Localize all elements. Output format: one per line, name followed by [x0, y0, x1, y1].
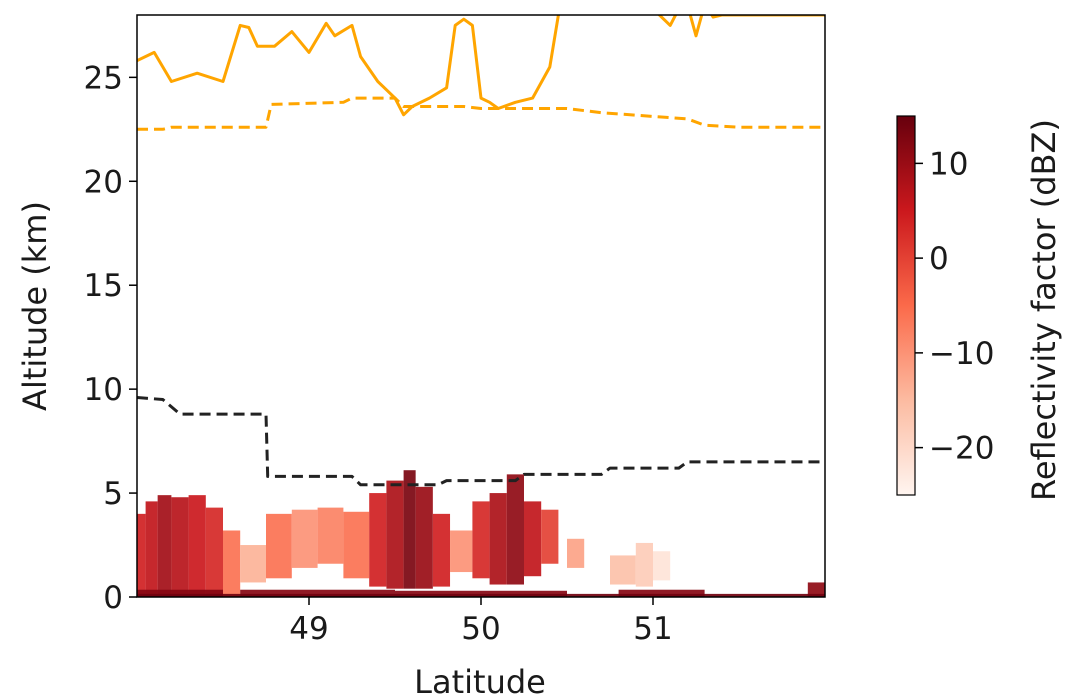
reflectivity-cell	[807, 582, 825, 597]
y-tick-label: 5	[103, 476, 123, 512]
reflectivity-cell	[137, 593, 825, 597]
reflectivity-cell	[450, 530, 473, 573]
reflectivity-cell	[137, 589, 223, 597]
reflectivity-cell	[205, 507, 223, 597]
colorbar-title: Reflectivity factor (dBZ)	[1025, 119, 1063, 501]
reflectivity-cell	[541, 509, 559, 564]
y-axis: 0 5 10 15 20 25	[84, 60, 137, 616]
colorbar-tick-label: 10	[929, 146, 968, 182]
y-axis-title: Altitude (km)	[16, 201, 54, 411]
reflectivity-cell	[653, 551, 671, 581]
reflectivity-cell	[386, 480, 404, 589]
x-tick-label: 49	[289, 611, 328, 647]
y-tick-label: 25	[84, 60, 123, 96]
reflectivity-cell	[157, 495, 172, 597]
x-axis: 49 50 51	[289, 597, 673, 647]
reflectivity-cell	[524, 501, 542, 577]
reflectivity-cell	[432, 513, 451, 587]
reflectivity-cell	[240, 589, 395, 597]
colorbar-tick-label: −10	[929, 336, 994, 372]
reflectivity-cell	[223, 530, 241, 597]
reflectivity-cell	[343, 511, 370, 579]
reflectivity-cell	[145, 501, 158, 597]
y-tick-label: 10	[84, 372, 123, 408]
colorbar-ticks: 10 0 −10 −20	[915, 146, 994, 467]
reflectivity-field	[137, 470, 825, 597]
x-tick-label: 51	[633, 611, 672, 647]
reflectivity-cell	[618, 589, 705, 597]
reflectivity-cell	[415, 486, 433, 589]
reflectivity-cell	[610, 555, 636, 585]
reflectivity-cell	[266, 513, 292, 579]
reflectivity-cell	[188, 495, 206, 597]
reflectivity-cell	[506, 474, 524, 585]
colorbar: 10 0 −10 −20 Reflectivity factor (dBZ)	[896, 115, 1063, 501]
tropopause-solid-line	[137, 15, 825, 117]
reflectivity-cell	[403, 470, 416, 589]
reflectivity-cell	[137, 513, 146, 597]
reflectivity-cell	[472, 501, 490, 579]
reflectivity-cell	[635, 542, 653, 587]
profile-lines	[137, 15, 825, 487]
x-tick-label: 50	[461, 611, 500, 647]
reflectivity-cell	[317, 507, 344, 564]
reflectivity-cell	[489, 493, 507, 585]
reflectivity-cell	[567, 538, 585, 568]
colorbar-tick-label: 0	[929, 241, 949, 277]
x-axis-title: Latitude	[414, 663, 546, 700]
reflectivity-cell	[240, 545, 266, 583]
y-tick-label: 15	[84, 268, 123, 304]
tropopause-dashed-line	[137, 96, 825, 131]
reflectivity-cell	[291, 509, 318, 568]
colorbar-gradient	[896, 115, 916, 496]
reflectivity-cell	[171, 497, 189, 597]
y-tick-label: 20	[84, 164, 123, 200]
reflectivity-cell	[369, 493, 387, 587]
colorbar-tick-label: −20	[929, 431, 994, 467]
y-tick-label: 0	[103, 580, 123, 616]
freezing-level-line	[137, 396, 825, 487]
